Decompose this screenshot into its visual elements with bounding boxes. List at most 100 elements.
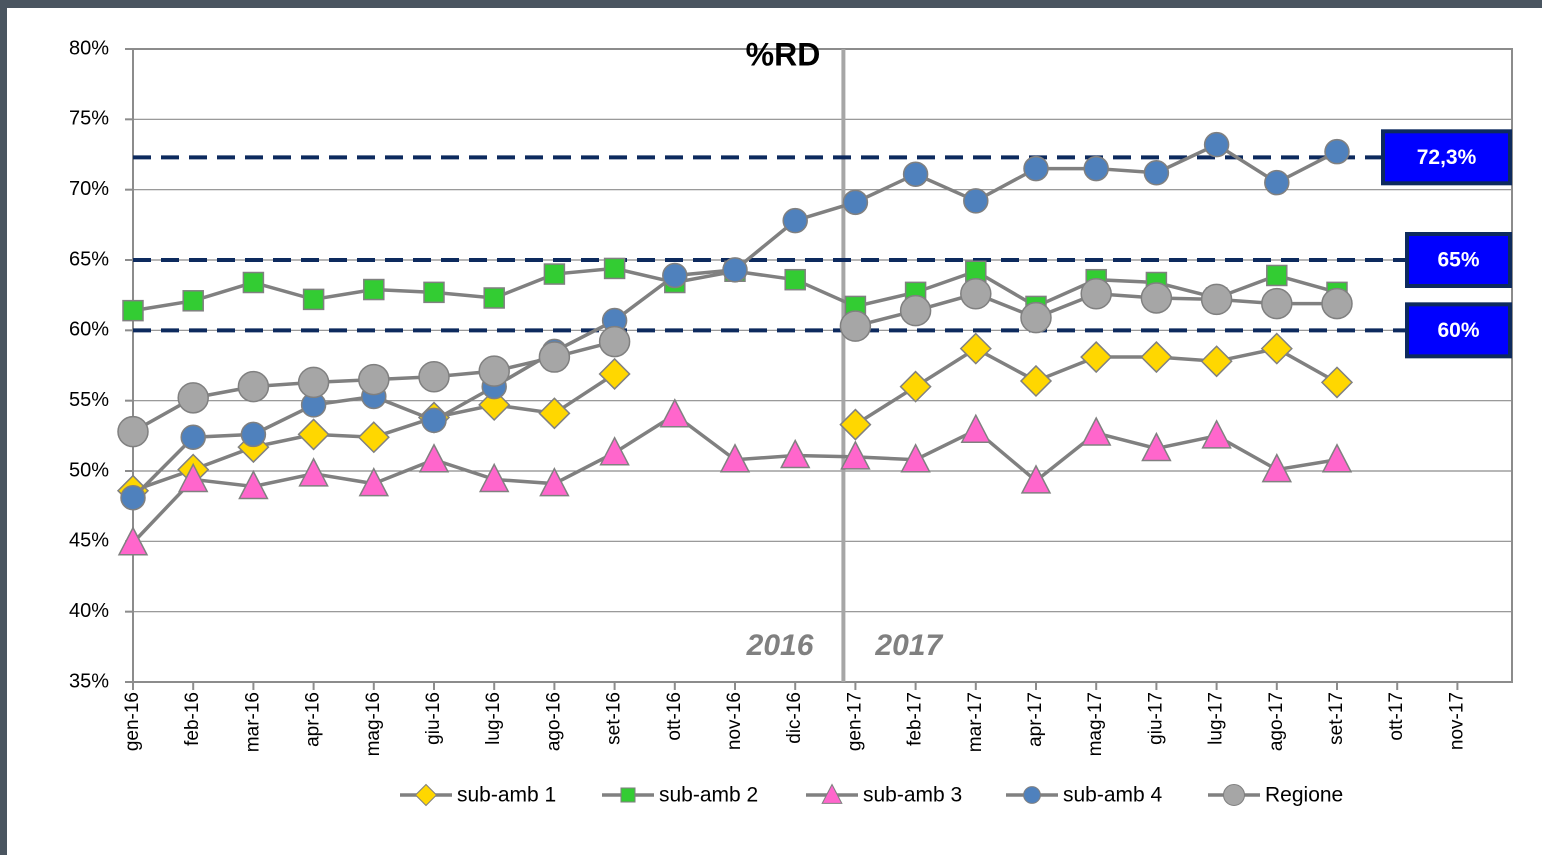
reference-box — [1381, 129, 1512, 186]
marker — [242, 271, 265, 294]
marker — [120, 484, 146, 511]
legend-label: sub-amb 4 — [1063, 784, 1163, 807]
marker — [1203, 131, 1230, 158]
x-tick-label: apr-16 — [303, 692, 324, 747]
marker — [478, 462, 510, 493]
marker — [960, 278, 992, 310]
x-tick-label: mag-16 — [363, 692, 384, 756]
x-tick-label: set-16 — [604, 692, 625, 745]
marker — [1200, 283, 1233, 316]
y-tick-label: 35% — [69, 670, 109, 692]
x-tick-label: mag-17 — [1085, 692, 1106, 756]
marker — [238, 469, 269, 500]
y-tick-label: 40% — [69, 600, 109, 622]
marker — [177, 462, 209, 493]
marker — [1261, 287, 1293, 320]
y-tick-label: 75% — [69, 108, 109, 130]
marker — [782, 207, 808, 234]
frame-top — [0, 0, 1542, 8]
marker — [357, 421, 390, 454]
x-tick-label: apr-17 — [1025, 692, 1046, 747]
x-tick-label: lug-17 — [1206, 692, 1227, 745]
marker — [421, 407, 447, 434]
x-tick-label: ago-17 — [1266, 692, 1287, 751]
marker — [1324, 138, 1350, 165]
year-label: 2017 — [874, 629, 943, 662]
marker — [902, 161, 929, 187]
marker — [1019, 364, 1053, 398]
marker — [177, 382, 209, 414]
marker — [620, 787, 636, 803]
marks — [116, 131, 1354, 556]
marker — [598, 357, 631, 391]
marker — [960, 413, 992, 443]
marker — [598, 325, 631, 358]
marker — [1020, 301, 1052, 334]
marker — [1201, 419, 1232, 449]
marker — [538, 397, 571, 430]
marker — [180, 424, 206, 450]
x-tick-label: giu-17 — [1145, 692, 1166, 745]
marker — [182, 290, 204, 312]
marker — [1141, 431, 1172, 462]
y-tick-label: 65% — [69, 248, 109, 270]
y-tick-label: 50% — [69, 459, 109, 481]
marker — [659, 398, 691, 428]
marker — [842, 189, 869, 216]
marker — [899, 294, 932, 327]
x-tick-label: ago-16 — [543, 692, 564, 751]
y-tick-label: 45% — [69, 530, 109, 552]
marker — [237, 370, 270, 403]
marker — [1023, 786, 1041, 804]
marker — [302, 288, 325, 311]
year-label: 2016 — [746, 629, 814, 662]
legend-label: sub-amb 2 — [659, 784, 758, 807]
marker — [821, 783, 843, 804]
reference-box — [1405, 302, 1512, 359]
marker — [117, 415, 149, 448]
x-tick-label: mar-17 — [965, 692, 986, 752]
marker — [899, 370, 932, 403]
marker — [1200, 345, 1233, 378]
marker — [539, 467, 570, 497]
marker — [1260, 332, 1293, 365]
reference-label: 65% — [1437, 249, 1479, 272]
marker — [538, 341, 571, 373]
marker — [1261, 452, 1293, 483]
marker — [478, 388, 511, 421]
marker — [719, 443, 751, 473]
marker — [603, 257, 626, 280]
y-tick-label: 60% — [69, 319, 109, 341]
marker — [1080, 340, 1113, 374]
x-tick-label: ott-16 — [664, 692, 685, 741]
x-tick-label: feb-17 — [905, 692, 926, 746]
marker — [240, 421, 267, 448]
marker — [784, 268, 806, 291]
reference-label: 60% — [1437, 319, 1479, 342]
y-tick-label: 80% — [69, 37, 109, 59]
x-tick-label: giu-16 — [423, 692, 444, 745]
reference-label: 72,3% — [1417, 146, 1477, 169]
marker — [599, 436, 630, 466]
x-tick-label: nov-16 — [724, 692, 745, 750]
marker — [839, 310, 872, 342]
legend-label: sub-amb 3 — [863, 784, 962, 807]
x-tick-label: feb-16 — [182, 692, 203, 746]
marker — [1143, 160, 1170, 186]
x-tick-label: gen-17 — [844, 692, 865, 751]
marker — [117, 526, 149, 556]
marker — [1321, 443, 1353, 473]
marker — [298, 457, 329, 487]
marker — [1020, 464, 1052, 494]
marker — [478, 355, 510, 387]
marker — [363, 278, 385, 301]
reference-box — [1405, 232, 1512, 288]
x-tick-label: set-17 — [1326, 692, 1347, 745]
chart-title: %RD — [746, 36, 821, 72]
marker — [1320, 366, 1354, 399]
marker — [1080, 416, 1112, 446]
marker — [1264, 169, 1290, 196]
marker — [959, 332, 992, 365]
